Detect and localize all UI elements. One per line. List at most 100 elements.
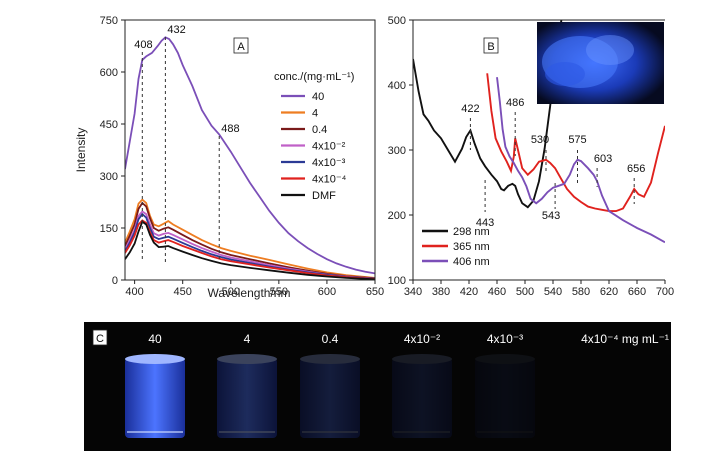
panel-b-peak-label: 486: [506, 97, 524, 109]
panel-a-legend-label: 40: [312, 91, 324, 103]
panel-b-peak-label: 603: [594, 153, 612, 165]
panel-a-ytick-label: 600: [100, 67, 118, 79]
vial-rim: [217, 354, 277, 364]
panel-a-peak-label: 408: [134, 39, 152, 51]
vial-rim: [300, 354, 360, 364]
panel-b-series-line: [496, 77, 665, 244]
panel-a-legend-label: 4x10⁻⁴: [312, 174, 347, 186]
panel-b-label: B: [487, 41, 494, 53]
panel-b-ytick-label: 400: [388, 80, 406, 92]
panel-a-series-line: [125, 220, 375, 280]
vial-rim: [475, 354, 535, 364]
panel-a-peak-label: 488: [221, 123, 239, 135]
panel-b-peak-label: 656: [627, 163, 645, 175]
panel-a-legend-label: 4x10⁻²: [312, 141, 346, 153]
panel-b-label-box: [483, 37, 499, 54]
panel-b-inset-photo: [537, 22, 664, 104]
panel-a-series-line: [125, 36, 375, 275]
panel-b-xtick-label: 620: [600, 286, 618, 298]
panel-a-legend-label: 0.4: [312, 124, 327, 136]
panel-b-legend: 298 nm 365 nm 406 nm: [422, 226, 490, 268]
vial-label: 4x10⁻²: [404, 332, 440, 346]
panel-a-axes: 400 450 500 550 600 650 0 150 300 450 600 750: [100, 15, 385, 298]
panel-a-peak-markers: 408 432 488: [134, 24, 240, 262]
panel-b-ytick-label: 200: [388, 210, 406, 222]
panel-b-xtick-label: 340: [404, 286, 422, 298]
panel-a-ytick-label: 750: [100, 15, 118, 27]
panel-b-peak-label: 443: [476, 217, 494, 229]
vial-label: 4x10⁻⁴ mg mL⁻¹: [581, 332, 669, 346]
vial-label: 4: [244, 332, 251, 346]
vial: [125, 354, 185, 438]
panel-b-xtick-label: 420: [460, 286, 478, 298]
panel-b-legend-label: 298 nm: [453, 226, 490, 238]
vial: [475, 354, 535, 438]
panel-a-legend-label: 4: [312, 108, 318, 120]
vial-rim: [392, 354, 452, 364]
vial-rim: [125, 354, 185, 364]
panel-a-xlabel: Wavelength/nm: [208, 286, 291, 300]
panel-b-xtick-label: 540: [544, 286, 562, 298]
panel-b-series: [413, 20, 665, 244]
panel-b-xtick-label: 580: [572, 286, 590, 298]
panel-a-xtick-label: 550: [270, 286, 288, 298]
panel-b-peak-label: 422: [461, 103, 479, 115]
panel-b-xtick-label: 380: [432, 286, 450, 298]
panel-b-peak-label: 530: [531, 134, 549, 146]
panel-a-series-line: [125, 198, 375, 279]
panel-b-xtick-label: 700: [656, 286, 674, 298]
vial-glow: [475, 358, 535, 438]
panel-a-ytick-label: 450: [100, 119, 118, 131]
vial-glow: [125, 358, 185, 438]
panel-b-legend-label: 406 nm: [453, 256, 490, 268]
panel-a-series-line: [125, 210, 375, 280]
panel-b-peak-markers: 422 443 486 530 543 575 603 656: [461, 97, 645, 229]
panel-a-xtick-label: 400: [125, 286, 143, 298]
panel-b-ytick-label: 300: [388, 145, 406, 157]
panel-c-label: C: [96, 333, 104, 345]
panel-b-xtick-label: 500: [516, 286, 534, 298]
panel-a-peak-label: 432: [167, 24, 185, 36]
panel-b-ytick-label: 100: [388, 275, 406, 287]
panel-b-peak-label: 543: [542, 210, 560, 222]
panel-c: C 40 4 0.4 4x10⁻² 4x10⁻³ 4x10⁻⁴ mg mL⁻¹: [84, 322, 671, 451]
vial-row: 40 4 0.4 4x10⁻² 4x10⁻³ 4x10⁻⁴ mg mL⁻¹: [125, 332, 669, 438]
panel-a-ytick-label: 300: [100, 171, 118, 183]
panel-b-axes: 340 380 420 460 500 540 580 620 660 700 100 200 300 4…: [388, 15, 675, 298]
panel-a-frame: [124, 19, 376, 281]
vial-label: 4x10⁻³: [487, 332, 523, 346]
panel-a-legend: 40 4 0.4 4x10⁻² 4x10⁻³ 4x10⁻⁴ DMF: [281, 91, 347, 202]
vial: [300, 354, 360, 438]
panel-a-xtick-label: 650: [366, 286, 384, 298]
panel-a: 400 450 500 550 600 650 0 150 300 450 600 750 408 43…: [74, 15, 384, 300]
vial: [392, 354, 452, 438]
panel-a-legend-label: DMF: [312, 190, 336, 202]
vial-glow: [300, 358, 360, 438]
vial-label: 0.4: [322, 332, 339, 346]
panel-b-xtick-label: 660: [628, 286, 646, 298]
vial-label: 40: [148, 332, 162, 346]
vial: [217, 354, 277, 438]
panel-a-ytick-label: 150: [100, 223, 118, 235]
panel-b-series-line: [486, 73, 665, 213]
panel-a-legend-label: 4x10⁻³: [312, 157, 346, 169]
panel-b-ytick-label: 500: [388, 15, 406, 27]
panel-a-legend-title: conc./(mg·mL⁻¹): [274, 71, 354, 83]
panel-a-label-box: [233, 37, 249, 54]
panel-a-xtick-label: 450: [174, 286, 192, 298]
panel-b-peak-label: 575: [568, 134, 586, 146]
vial-glow: [217, 358, 277, 438]
panel-b: 340 380 420 460 500 540 580 620 660 700 100 200 300 4…: [388, 15, 675, 298]
panel-b-legend-label: 365 nm: [453, 241, 490, 253]
panel-a-xtick-label: 500: [222, 286, 240, 298]
panel-a-label: A: [237, 41, 245, 53]
vial-glow: [392, 358, 452, 438]
panel-c-label-box: [92, 329, 108, 346]
panel-a-ylabel: Intensity: [74, 128, 88, 173]
inset-glow-blob: [545, 62, 585, 86]
panel-a-ytick-label: 0: [112, 275, 118, 287]
panel-a-xtick-label: 600: [318, 286, 336, 298]
panel-b-xtick-label: 460: [488, 286, 506, 298]
inset-glow-blob: [586, 35, 634, 65]
